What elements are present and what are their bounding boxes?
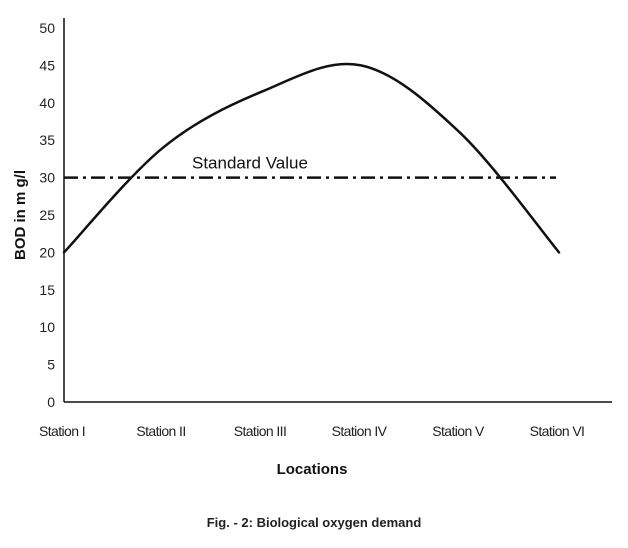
y-tick-label: 40 bbox=[39, 95, 55, 111]
y-tick-label: 25 bbox=[39, 207, 55, 223]
x-tick-label: Station V bbox=[432, 423, 485, 439]
x-tick-labels: Station I Station II Station III Station IV… bbox=[39, 423, 585, 439]
x-tick-label: Station III bbox=[234, 423, 287, 439]
x-tick-label: Station VI bbox=[530, 423, 585, 439]
series-line bbox=[62, 62, 561, 254]
bod-line-chart: 0 5 10 15 20 25 30 35 40 45 50 Station I Station II… bbox=[12, 18, 612, 478]
x-axis-label: Locations bbox=[277, 461, 348, 478]
y-tick-label: 10 bbox=[39, 319, 55, 335]
y-axis-label: BOD in m g/l bbox=[12, 170, 29, 260]
y-tick-label: 0 bbox=[47, 394, 55, 410]
y-tick-label: 30 bbox=[39, 170, 55, 186]
figure-caption: Fig. - 2: Biological oxygen demand bbox=[206, 515, 422, 530]
y-tick-label: 35 bbox=[39, 132, 55, 148]
x-tick-label: Station IV bbox=[332, 423, 388, 439]
y-tick-label: 50 bbox=[39, 20, 55, 36]
x-tick-label: Station II bbox=[136, 423, 185, 439]
y-tick-label: 45 bbox=[39, 57, 55, 73]
series-group bbox=[62, 62, 561, 254]
x-tick-label: Station I bbox=[39, 423, 85, 439]
y-tick-labels: 0 5 10 15 20 25 30 35 40 45 50 bbox=[39, 20, 55, 410]
standard-value-label: Standard Value bbox=[192, 154, 308, 173]
y-tick-label: 20 bbox=[39, 244, 55, 260]
y-tick-label: 15 bbox=[39, 282, 55, 298]
y-tick-label: 5 bbox=[47, 357, 55, 373]
